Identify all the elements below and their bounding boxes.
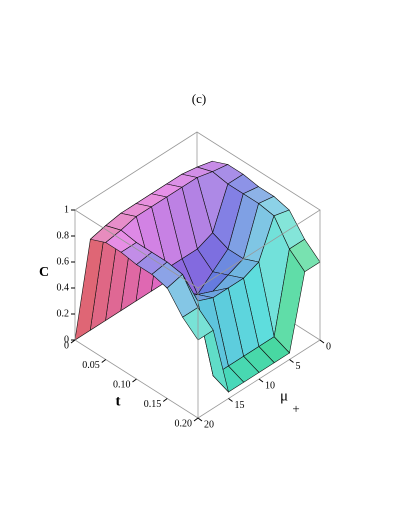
z-tick-label: 0.2 bbox=[57, 308, 70, 319]
y-tick bbox=[228, 398, 233, 402]
z-tick-label: 0.6 bbox=[57, 256, 70, 267]
z-tick-label: 0.4 bbox=[57, 282, 70, 293]
x-tick bbox=[132, 378, 137, 383]
x-tick bbox=[101, 359, 107, 363]
x-tick-label: 0 bbox=[64, 340, 69, 351]
y-axis-label: μ bbox=[280, 388, 288, 404]
x-tick-label: 0.15 bbox=[144, 399, 162, 410]
y-tick-label: 20 bbox=[204, 419, 214, 430]
y-tick bbox=[319, 339, 325, 344]
surface bbox=[74, 160, 321, 394]
y-axis-label-sub: + bbox=[292, 401, 299, 416]
z-tick-label: 0.8 bbox=[57, 230, 70, 241]
x-tick-label: 0.10 bbox=[113, 379, 131, 390]
y-tick-label: 0 bbox=[326, 341, 331, 352]
x-tick-label: 0.05 bbox=[82, 360, 100, 371]
x-axis-label: t bbox=[116, 393, 121, 409]
y-tick-label: 15 bbox=[235, 400, 245, 411]
y-tick-label: 10 bbox=[265, 380, 275, 391]
z-axis-label: C bbox=[39, 265, 49, 280]
y-tick bbox=[289, 359, 294, 363]
z-tick-label: 0 bbox=[64, 334, 69, 345]
x-tick bbox=[193, 417, 199, 422]
x-tick bbox=[162, 398, 168, 402]
z-tick-label: 1 bbox=[64, 204, 69, 215]
y-tick-label: 5 bbox=[296, 361, 301, 372]
y-tick bbox=[197, 417, 203, 422]
x-tick-label: 0.20 bbox=[175, 418, 193, 429]
x-tick bbox=[70, 339, 76, 344]
y-tick bbox=[258, 378, 264, 383]
chart-title: (c) bbox=[192, 91, 206, 106]
